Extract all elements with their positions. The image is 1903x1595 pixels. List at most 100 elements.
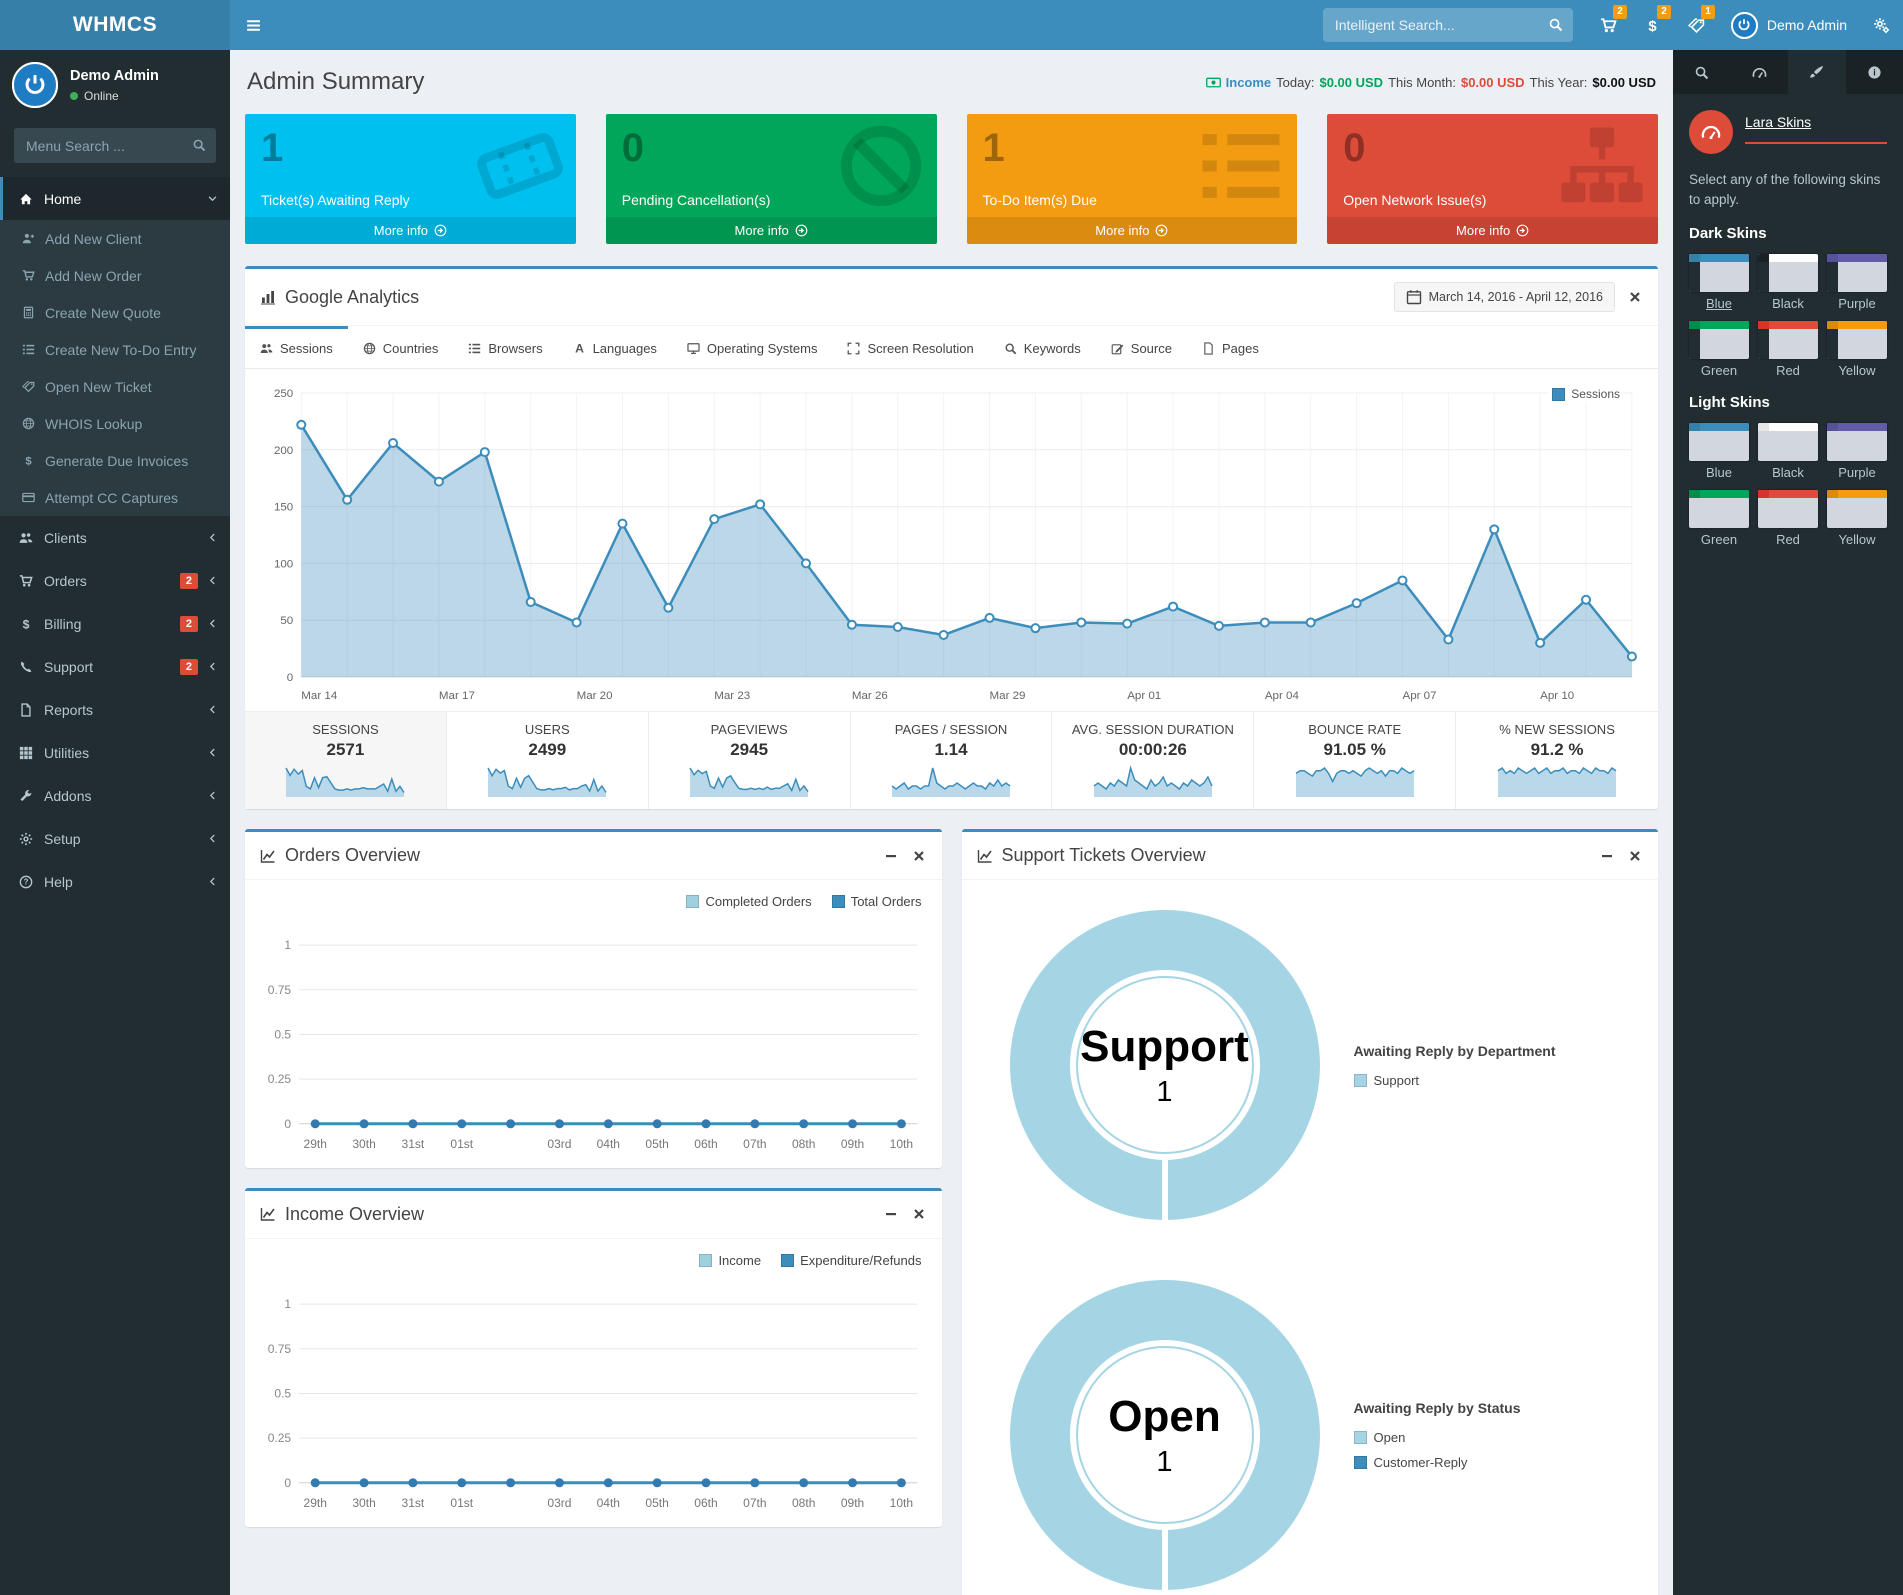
sidebar-item-clients[interactable]: Clients <box>0 516 230 559</box>
info-box-label: To-Do Item(s) Due <box>982 192 1097 208</box>
stat-pages-session[interactable]: PAGES / SESSION 1.14 <box>851 712 1053 809</box>
sidebar-item-orders[interactable]: Orders 2 <box>0 559 230 602</box>
sidebar-item-reports[interactable]: Reports <box>0 688 230 731</box>
sidebar-item-addons[interactable]: Addons <box>0 774 230 817</box>
sidebar-item-generate-due-invoices[interactable]: $ Generate Due Invoices <box>0 442 230 479</box>
stat-pageviews[interactable]: PAGEVIEWS 2945 <box>649 712 851 809</box>
sidebar-item-setup[interactable]: Setup <box>0 817 230 860</box>
svg-text:05th: 05th <box>645 1496 668 1510</box>
skin-light-yellow[interactable]: Yellow <box>1827 490 1887 547</box>
sidebar-item-billing[interactable]: $ Billing 2 <box>0 602 230 645</box>
donut-center-value: 1 <box>1156 1075 1173 1108</box>
stat-value: 1.14 <box>934 740 968 759</box>
close-panel-button[interactable] <box>911 1206 927 1222</box>
skin-dark-yellow[interactable]: Yellow <box>1827 321 1887 378</box>
sidebar-item-home[interactable]: Home <box>0 177 230 220</box>
stat-bounce-rate[interactable]: BOUNCE RATE 91.05 % <box>1254 712 1457 809</box>
sidebar-item-open-new-ticket[interactable]: Open New Ticket <box>0 368 230 405</box>
tab-keywords[interactable]: Keywords <box>989 326 1096 368</box>
admin-settings-button[interactable] <box>1859 0 1903 50</box>
control-tab-skins[interactable] <box>1788 50 1846 94</box>
sidebar-toggle-button[interactable] <box>230 0 276 50</box>
chevron-left-icon <box>207 876 218 887</box>
close-panel-button[interactable] <box>1627 289 1643 305</box>
chevron-left-icon <box>207 704 218 715</box>
panel-title: Support Tickets Overview <box>1001 845 1206 865</box>
sidebar-item-whois-lookup[interactable]: WHOIS Lookup <box>0 405 230 442</box>
skin-light-green[interactable]: Green <box>1689 490 1749 547</box>
close-panel-button[interactable] <box>911 848 927 864</box>
skin-dark-purple[interactable]: Purple <box>1827 254 1887 311</box>
skin-light-black[interactable]: Black <box>1758 423 1818 480</box>
menu-search-input[interactable] <box>14 128 216 163</box>
stat-new-sessions[interactable]: % NEW SESSIONS 91.2 % <box>1456 712 1658 809</box>
tab-operating-systems[interactable]: Operating Systems <box>672 326 833 368</box>
cart-button[interactable]: 2 <box>1587 0 1631 50</box>
stat-value: 2499 <box>528 740 567 759</box>
skin-light-blue[interactable]: Blue <box>1689 423 1749 480</box>
stat-sessions[interactable]: SESSIONS 2571 <box>245 712 447 809</box>
svg-text:31st: 31st <box>402 1496 425 1510</box>
home-icon <box>17 192 35 206</box>
sidebar-item-utilities[interactable]: Utilities <box>0 731 230 774</box>
legend-swatch <box>699 1253 713 1267</box>
date-range-button[interactable]: March 14, 2016 - April 12, 2016 <box>1393 282 1615 312</box>
skin-light-red[interactable]: Red <box>1758 490 1818 547</box>
tickets-button[interactable]: 1 <box>1675 0 1719 50</box>
skin-dark-blue[interactable]: Blue <box>1689 254 1749 311</box>
skin-label: Purple <box>1838 465 1876 481</box>
money-icon <box>1205 75 1221 90</box>
stat-avg-session-duration[interactable]: AVG. SESSION DURATION 00:00:26 <box>1052 712 1255 809</box>
info-box-open-network-issue-s: 0 Open Network Issue(s) More info <box>1327 114 1658 244</box>
more-info-link[interactable]: More info <box>1327 217 1658 244</box>
brand-logo[interactable]: WHMCS <box>0 0 230 50</box>
line-chart-icon <box>260 1206 276 1222</box>
control-tab-dashboard[interactable] <box>1730 50 1788 94</box>
skin-dark-green[interactable]: Green <box>1689 321 1749 378</box>
close-panel-button[interactable] <box>1627 848 1643 864</box>
collapse-panel-button[interactable] <box>883 1206 899 1222</box>
svg-text:Apr 07: Apr 07 <box>1402 690 1436 702</box>
tab-countries[interactable]: Countries <box>348 326 454 368</box>
top-navbar: WHMCS 2 $ 2 1 <box>0 0 1903 50</box>
billing-button[interactable]: $ 2 <box>1631 0 1675 50</box>
svg-text:29th: 29th <box>304 1496 327 1510</box>
sidebar-item-add-new-order[interactable]: Add New Order <box>0 257 230 294</box>
control-tab-search[interactable] <box>1673 50 1731 94</box>
skin-dark-red[interactable]: Red <box>1758 321 1818 378</box>
user-menu[interactable]: Demo Admin <box>1719 0 1859 50</box>
skin-light-purple[interactable]: Purple <box>1827 423 1887 480</box>
more-info-link[interactable]: More info <box>966 217 1298 244</box>
stat-value: 91.05 % <box>1323 740 1386 759</box>
tab-source[interactable]: Source <box>1096 326 1187 368</box>
sidebar-item-support[interactable]: Support 2 <box>0 645 230 688</box>
collapse-panel-button[interactable] <box>1599 848 1615 864</box>
collapse-panel-button[interactable] <box>883 848 899 864</box>
sidebar-item-attempt-cc-captures[interactable]: Attempt CC Captures <box>0 479 230 516</box>
th-icon <box>17 746 35 760</box>
sidebar-item-add-new-client[interactable]: Add New Client <box>0 220 230 257</box>
menu-search <box>14 128 216 163</box>
more-info-link[interactable]: More info <box>245 217 576 244</box>
svg-text:0.25: 0.25 <box>268 1072 292 1086</box>
skin-label: Red <box>1776 532 1800 548</box>
tab-languages[interactable]: A Languages <box>558 326 672 368</box>
skin-dark-black[interactable]: Black <box>1758 254 1818 311</box>
svg-text:09th: 09th <box>841 1137 864 1151</box>
tab-sessions[interactable]: Sessions <box>245 326 348 368</box>
control-tab-info[interactable]: i <box>1845 50 1903 94</box>
tab-screen-resolution[interactable]: Screen Resolution <box>832 326 988 368</box>
more-info-link[interactable]: More info <box>605 217 937 244</box>
tab-browsers[interactable]: Browsers <box>453 326 557 368</box>
info-box-count: 1 <box>261 126 284 170</box>
sidebar-item-help[interactable]: ? Help <box>0 860 230 903</box>
sidebar-item-create-new-quote[interactable]: Create New Quote <box>0 294 230 331</box>
sidebar-item-create-new-to-do-entry[interactable]: Create New To-Do Entry <box>0 331 230 368</box>
intelligent-search-input[interactable] <box>1322 8 1573 42</box>
tab-pages[interactable]: Pages <box>1187 326 1274 368</box>
skins-title[interactable]: Lara Skins <box>1745 114 1812 130</box>
legend-item-total-orders: Total Orders <box>831 894 922 909</box>
stat-users[interactable]: USERS 2499 <box>447 712 649 809</box>
sidebar-item-label: Orders <box>44 572 87 589</box>
income-summary: Income Today: $0.00 USD This Month: $0.0… <box>1205 75 1656 90</box>
